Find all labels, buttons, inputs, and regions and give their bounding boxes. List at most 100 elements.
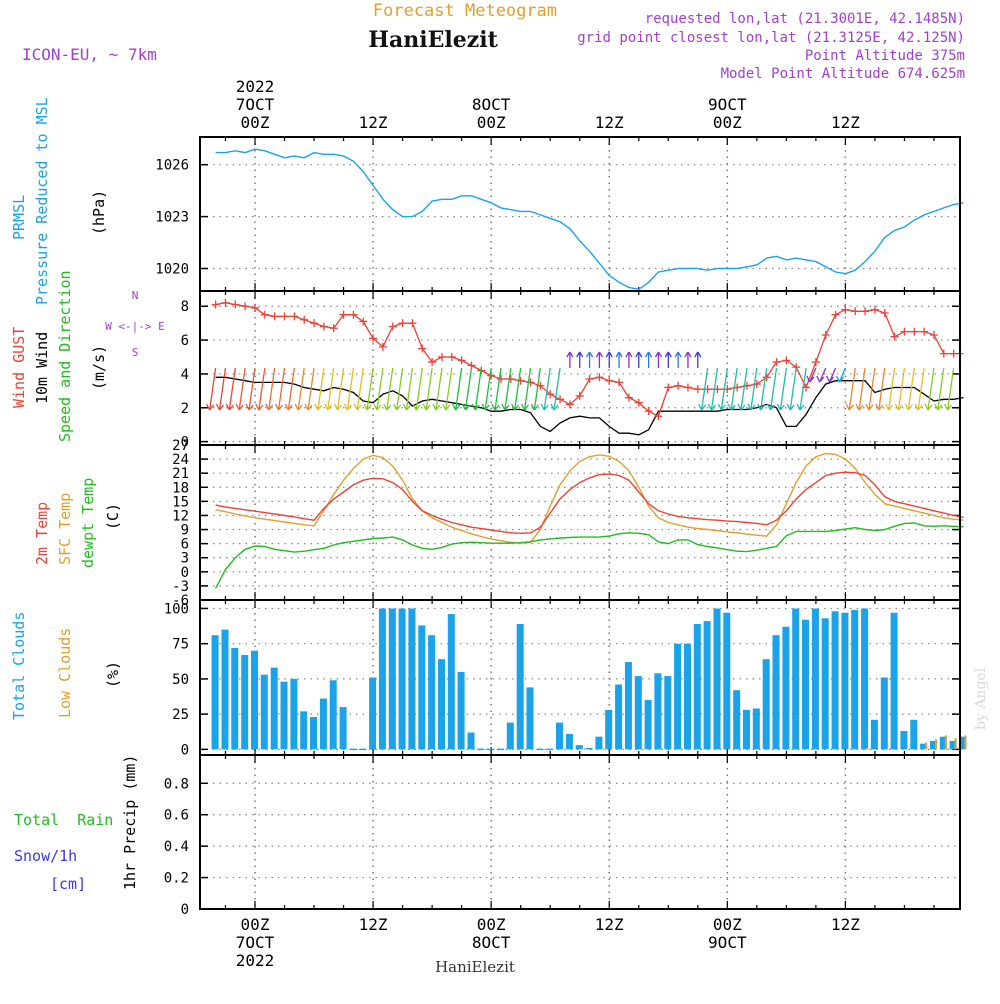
total-cloud-bar xyxy=(900,731,908,750)
gust-marker xyxy=(772,358,781,367)
gust-marker xyxy=(270,312,279,321)
dewpt-label: dewpt Temp xyxy=(79,478,97,568)
wind-direction-arrow xyxy=(875,367,886,411)
total-cloud-bar xyxy=(310,717,317,750)
gust-marker xyxy=(310,319,319,328)
wind-direction-arrow xyxy=(383,367,394,411)
total-cloud-bar xyxy=(369,677,377,750)
precip-unit: 1hr Precip (mm) xyxy=(121,755,139,890)
wind-direction-arrow xyxy=(625,351,633,368)
total-cloud-bar xyxy=(762,659,770,750)
total-cloud-bar xyxy=(467,732,475,750)
wind-direction-arrow xyxy=(786,367,797,411)
bottom-axis-label: 12Z xyxy=(359,915,388,934)
wind-direction-arrow xyxy=(520,367,532,411)
total-cloud-bar xyxy=(703,621,711,750)
wind-direction-arrow xyxy=(343,367,355,411)
panel-border xyxy=(199,754,961,910)
precip-ytick-label: 0.2 xyxy=(164,871,189,887)
total-cloud-bar xyxy=(674,643,682,750)
gust-marker xyxy=(664,383,673,392)
total-cloud-bar xyxy=(418,625,426,750)
bottom-axis-label: 00Z xyxy=(713,915,742,934)
total-cloud-bar xyxy=(851,609,859,750)
station-title: HaniElezit xyxy=(368,27,498,53)
point-altitude: Point Altitude 375m xyxy=(805,48,965,64)
gust-marker xyxy=(595,373,604,382)
panel-precip: 0 0.2 0.4 0.6 0.8 xyxy=(164,754,961,918)
wind-direction-arrow xyxy=(576,351,584,368)
wind-direction-arrow xyxy=(491,367,502,411)
bottom-axis-label: 12Z xyxy=(831,915,860,934)
wind-direction-arrow xyxy=(284,367,296,411)
wind-direction-arrow xyxy=(566,351,574,368)
wind-direction-arrow xyxy=(885,367,896,411)
gust-marker xyxy=(605,376,614,385)
wind-direction-arrow xyxy=(934,367,945,411)
pressure-ytick-label: 1023 xyxy=(155,210,189,226)
temp-ytick-label: 18 xyxy=(172,480,189,496)
total-cloud-bar xyxy=(221,629,229,750)
total-cloud-bar xyxy=(772,635,780,750)
wind-direction-arrow xyxy=(363,367,374,411)
gust-marker xyxy=(211,300,220,309)
total-cloud-bar xyxy=(339,707,347,750)
gust-marker xyxy=(811,358,820,367)
wind-direction-arrow xyxy=(540,367,551,411)
wind-ytick-label: 2 xyxy=(181,401,189,417)
total-cloud-bar xyxy=(723,612,731,750)
gust-marker xyxy=(556,395,565,404)
total-cloud-bar xyxy=(251,650,258,750)
gust-marker xyxy=(428,358,437,367)
wind-direction-arrow xyxy=(645,351,653,368)
gust-marker xyxy=(900,327,909,336)
gust-marker xyxy=(654,412,663,421)
gust-marker xyxy=(890,332,899,341)
wind-direction-arrow xyxy=(324,367,335,411)
total-cloud-bar xyxy=(447,614,455,750)
total-cloud-bar xyxy=(270,667,278,750)
model-label: ICON-EU, ~ 7km xyxy=(22,45,157,64)
gust-marker xyxy=(880,309,889,317)
wind-direction-arrow xyxy=(402,367,414,411)
top-axis-label: 00Z xyxy=(713,113,742,132)
gust-marker xyxy=(831,310,840,319)
wind-direction-arrow xyxy=(245,367,256,411)
wind-ytick-label: 4 xyxy=(181,367,189,383)
wind-direction-arrow xyxy=(501,367,512,411)
precip-ytick-label: 0.4 xyxy=(164,839,189,855)
total-cloud-bar xyxy=(782,626,790,750)
wind-direction-arrow xyxy=(206,367,217,411)
clouds-unit: (%) xyxy=(104,661,122,688)
clouds-ytick-label: 50 xyxy=(172,672,189,688)
compass-s: S xyxy=(132,346,139,359)
wind-direction-arrow xyxy=(550,367,561,411)
gust-marker xyxy=(920,327,929,336)
top-axis-label: 7OCT xyxy=(236,95,275,114)
total-cloud-bar xyxy=(280,681,288,750)
temp-ytick-label: 3 xyxy=(181,551,189,567)
gust-marker xyxy=(408,319,417,328)
total-cloud-bar xyxy=(516,624,524,750)
wind-unit: (m/s) xyxy=(90,345,108,390)
wind-direction-arrow xyxy=(294,367,305,411)
gust-marker xyxy=(861,307,870,316)
gust-marker xyxy=(300,315,309,324)
wind-direction-arrow xyxy=(825,367,837,383)
wind-direction-arrow xyxy=(717,367,728,411)
bottom-axis-label: 00Z xyxy=(241,915,270,934)
wind-direction-arrow xyxy=(530,367,542,411)
total-cloud-bar xyxy=(624,662,632,750)
total-cloud-bar xyxy=(615,684,623,750)
total-cloud-bar xyxy=(831,611,839,750)
bottom-axis-label: 9OCT xyxy=(708,933,747,952)
wind-direction-arrow xyxy=(615,351,623,368)
gust-marker xyxy=(821,331,830,339)
gust-marker xyxy=(319,322,328,331)
clouds-ytick-label: 75 xyxy=(172,637,189,653)
total-cloud-bar xyxy=(733,690,741,750)
gust-marker xyxy=(939,349,948,358)
gust-marker xyxy=(929,331,938,339)
total-cloud-bar xyxy=(438,659,445,750)
top-title: Forecast Meteogram xyxy=(373,1,557,21)
